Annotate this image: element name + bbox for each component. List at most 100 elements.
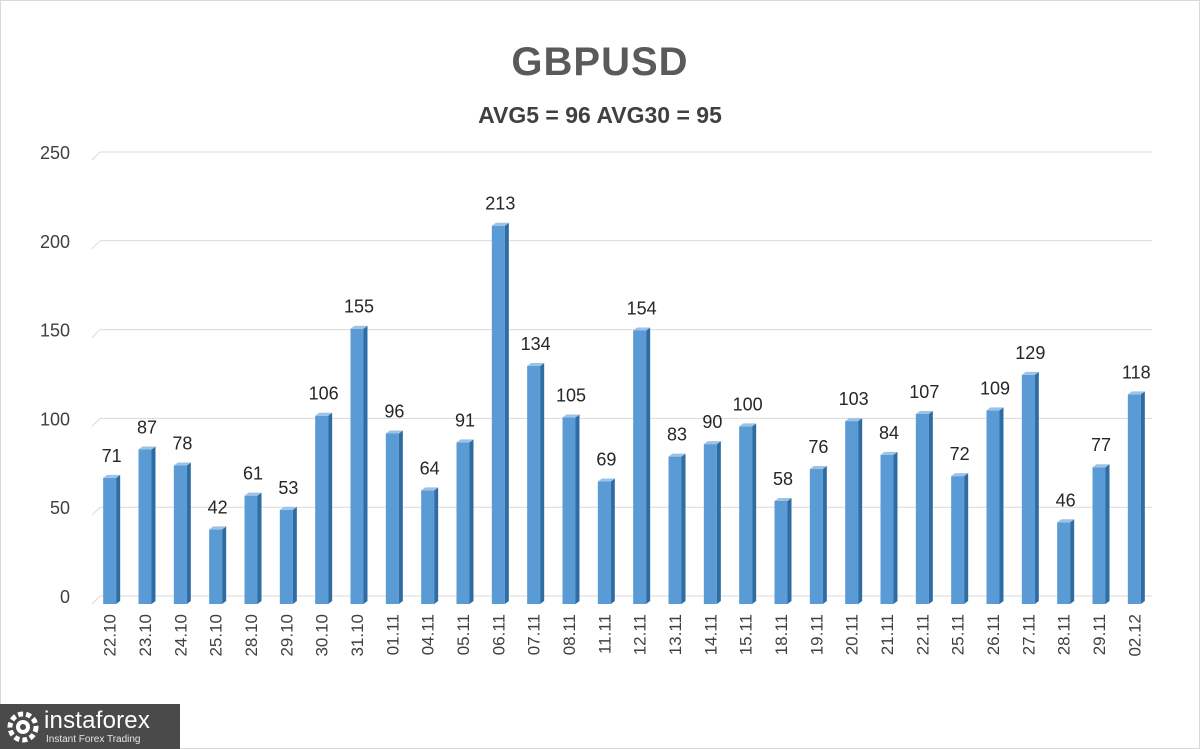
bar-side [716, 441, 721, 604]
data-label: 213 [485, 194, 515, 214]
bar [774, 500, 788, 604]
data-label: 129 [1015, 343, 1045, 363]
bar [1057, 522, 1071, 604]
bar-side [116, 474, 121, 604]
bar [103, 477, 117, 604]
x-tick-label: 24.10 [171, 614, 190, 657]
bar [951, 476, 965, 604]
bar [421, 490, 435, 604]
bar [1092, 467, 1106, 604]
bar-side [928, 410, 933, 604]
bar [809, 469, 823, 604]
gridline-depth [91, 329, 101, 338]
gridline-depth [91, 595, 101, 605]
instaforex-logo: instaforex Instant Forex Trading [0, 704, 180, 749]
data-label: 103 [839, 389, 869, 409]
bar [385, 433, 399, 604]
bar-top [527, 363, 545, 367]
data-label: 90 [702, 412, 722, 432]
bar [633, 330, 647, 604]
data-label: 72 [950, 444, 970, 464]
x-tick-label: 05.11 [454, 614, 473, 655]
bar-side [257, 492, 262, 604]
y-tick-label: 150 [40, 321, 70, 341]
bar [456, 442, 470, 604]
bar-top [774, 497, 792, 501]
x-tick-label: 25.10 [207, 614, 226, 657]
x-tick-label: 29.11 [1090, 614, 1109, 655]
bar-top [1021, 371, 1039, 375]
bar-top [385, 430, 403, 434]
bar-side [858, 418, 863, 604]
x-tick-label: 26.11 [984, 614, 1003, 655]
bar-top [845, 418, 863, 422]
x-tick-label: 13.11 [666, 614, 685, 655]
y-tick-label: 0 [60, 587, 70, 607]
bar-side [469, 439, 474, 604]
gridline-depth [91, 418, 101, 427]
bar-top [244, 492, 262, 496]
data-label: 96 [384, 402, 404, 422]
bar-side [151, 446, 156, 604]
data-label: 91 [455, 410, 475, 430]
y-tick-label: 200 [40, 232, 70, 252]
gridline-depth [91, 506, 101, 516]
bar-side [752, 423, 757, 604]
bar [739, 426, 753, 604]
x-tick-label: 22.11 [913, 614, 932, 655]
gridline-depth [91, 240, 101, 250]
x-tick-label: 18.11 [772, 614, 791, 655]
bar-side [575, 414, 580, 604]
x-tick-label: 06.11 [489, 614, 508, 655]
bar-top [986, 407, 1004, 411]
bar [209, 529, 223, 604]
chart-title: GBPUSD [511, 40, 689, 84]
data-label: 76 [808, 437, 828, 457]
data-label: 58 [773, 469, 793, 489]
bar-top [421, 487, 439, 491]
data-label: 71 [102, 446, 122, 466]
bar-side [222, 526, 227, 604]
bar-top [456, 439, 474, 443]
logo-name: instaforex [44, 707, 151, 734]
data-label: 154 [627, 298, 657, 318]
data-label: 53 [278, 478, 298, 498]
bar [880, 454, 894, 604]
bar-side [363, 325, 368, 604]
bar-side [504, 222, 509, 604]
bar [279, 509, 293, 604]
bar-side [292, 506, 297, 604]
x-tick-label: 21.11 [878, 614, 897, 655]
bar [703, 444, 717, 604]
bar [668, 456, 682, 604]
data-label: 118 [1122, 362, 1151, 382]
data-label: 42 [208, 497, 228, 517]
bar-side [610, 478, 615, 604]
bar [138, 449, 152, 604]
bar-side [1034, 371, 1039, 604]
x-tick-label: 28.11 [1055, 614, 1074, 655]
bar-top [633, 327, 651, 331]
bar-side [999, 407, 1004, 604]
bar-side [434, 487, 439, 604]
bar [562, 417, 576, 604]
bar-top [350, 325, 368, 329]
data-label: 84 [879, 423, 899, 443]
data-label: 155 [344, 297, 374, 317]
x-tick-label: 23.10 [136, 614, 155, 657]
y-tick-label: 50 [50, 498, 70, 518]
data-label: 69 [596, 449, 616, 469]
bar-side [893, 451, 898, 604]
data-label: 61 [243, 464, 263, 484]
bar-side [540, 363, 545, 604]
bar-side [646, 327, 651, 604]
x-tick-label: 14.11 [701, 614, 720, 655]
bar-top [739, 423, 757, 427]
x-tick-label: 22.10 [101, 614, 120, 657]
bar [491, 225, 505, 604]
bar-side [1070, 519, 1075, 604]
bar-top [703, 441, 721, 445]
bar [244, 495, 258, 604]
x-tick-label: 04.11 [419, 614, 438, 655]
x-tick-label: 28.10 [242, 614, 261, 657]
